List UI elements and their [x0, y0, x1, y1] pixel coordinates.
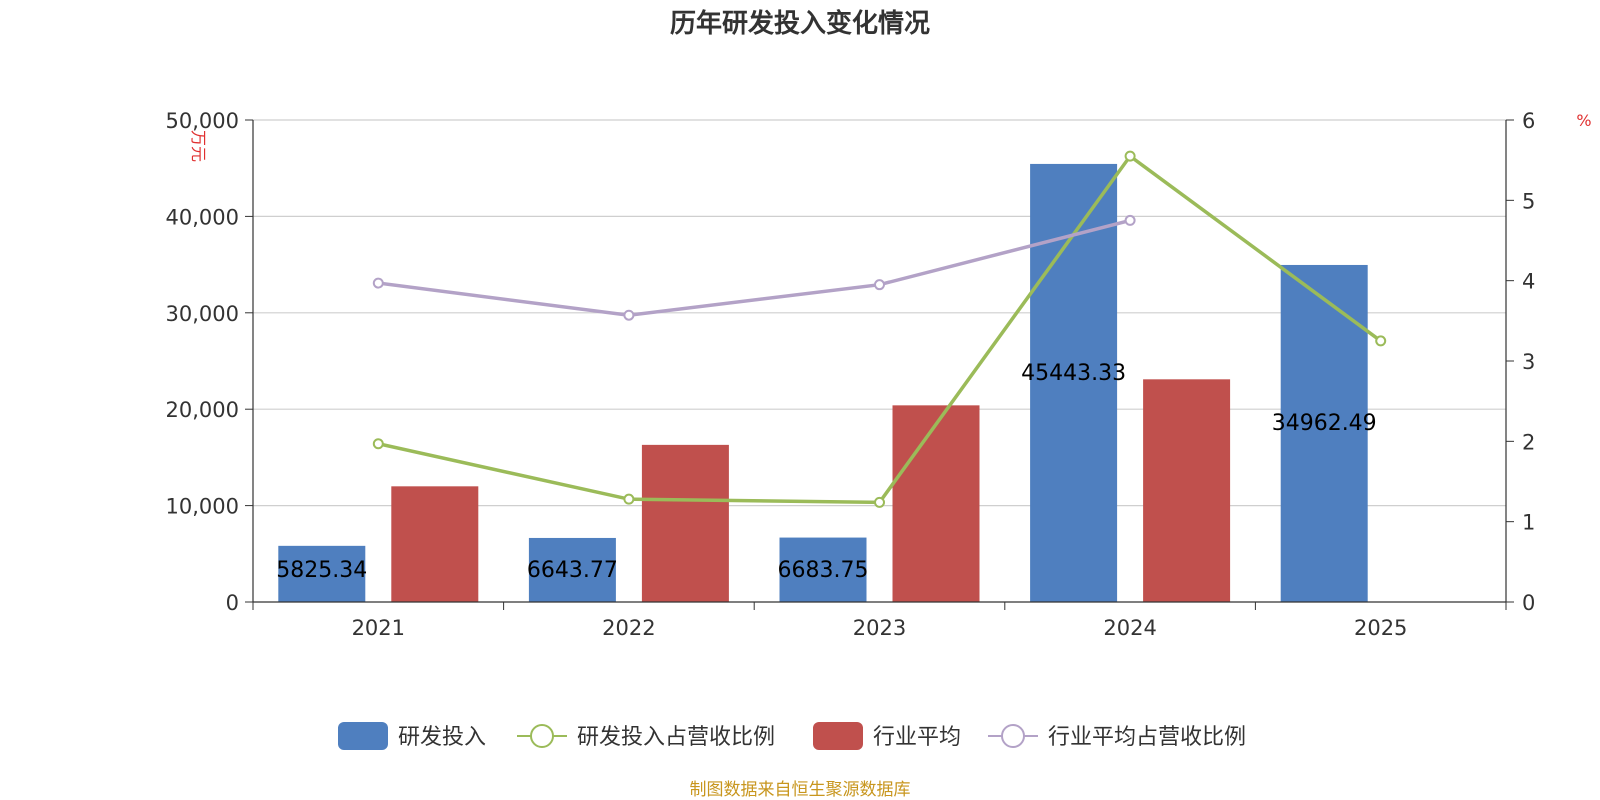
bar-value-label: 5825.34	[276, 558, 367, 583]
line-point	[1375, 335, 1387, 347]
line-point	[1124, 150, 1136, 162]
right-axis-unit: %	[1576, 111, 1591, 130]
left-axis: 0 10,000 20,000 30,000 40,000 50,000	[166, 109, 254, 615]
legend-marker	[1001, 724, 1025, 748]
x-tick-label: 2021	[352, 616, 405, 640]
bars	[278, 163, 1368, 602]
line-industry-ratio	[378, 218, 1131, 317]
bar-value-label: 6683.75	[778, 558, 869, 583]
legend-label: 行业平均占营收比例	[1048, 725, 1246, 750]
legend: 研发投入 研发投入占营收比例 行业平均 行业平均占营收比例	[338, 722, 1246, 750]
chart-title: 历年研发投入变化情况	[670, 8, 930, 39]
right-tick-label: 3	[1522, 350, 1535, 374]
line-point	[372, 438, 384, 450]
right-tick-label: 2	[1522, 430, 1535, 454]
right-axis: 0 1 2 3 4 5 6	[1505, 109, 1535, 615]
left-tick-label: 40,000	[166, 205, 239, 229]
x-tick-label: 2023	[853, 616, 906, 640]
line-point	[1124, 214, 1136, 226]
legend-label: 行业平均	[873, 725, 961, 750]
bar-industry-average	[391, 486, 479, 602]
source-note: 制图数据来自恒生聚源数据库	[690, 780, 911, 800]
line-point	[874, 279, 885, 291]
line-point	[623, 493, 635, 505]
left-tick-label: 50,000	[166, 109, 239, 133]
right-tick-label: 6	[1522, 109, 1535, 133]
left-tick-label: 20,000	[166, 398, 239, 422]
right-tick-label: 0	[1522, 591, 1535, 615]
bar-rd-investment	[779, 537, 867, 602]
x-tick-label: 2022	[602, 616, 655, 640]
bar-industry-average	[892, 405, 980, 602]
data-labels: 5825.34 6643.77 6683.75 45443.33 34962.49	[276, 361, 1376, 583]
left-tick-label: 10,000	[166, 495, 239, 519]
line-rd-ratio	[377, 153, 1382, 505]
bar-industry-average	[641, 444, 729, 602]
right-tick-label: 4	[1522, 270, 1535, 294]
legend-label: 研发投入	[398, 725, 486, 750]
right-tick-label: 1	[1522, 511, 1535, 535]
line-point	[372, 277, 384, 289]
bar-value-label: 34962.49	[1272, 411, 1377, 436]
legend-label: 研发投入占营收比例	[577, 725, 775, 750]
legend-swatch	[338, 722, 388, 750]
lines	[372, 150, 1387, 508]
left-tick-label: 0	[226, 591, 239, 615]
x-tick-label: 2025	[1354, 616, 1407, 640]
bar-rd-investment	[278, 545, 366, 602]
x-axis: 2021 2022 2023 2024 2025	[252, 601, 1507, 640]
legend-marker	[530, 724, 554, 748]
left-tick-label: 30,000	[166, 302, 239, 326]
right-tick-label: 5	[1522, 189, 1535, 213]
line-point	[874, 496, 885, 508]
x-tick-label: 2024	[1103, 616, 1156, 640]
line-point	[623, 309, 635, 321]
legend-swatch	[813, 722, 863, 750]
left-axis-unit: 万元	[189, 130, 208, 162]
bar-rd-investment	[528, 537, 616, 602]
bar-value-label: 45443.33	[1021, 361, 1126, 386]
bar-value-label: 6643.77	[527, 558, 618, 583]
bar-industry-average	[1143, 379, 1231, 602]
